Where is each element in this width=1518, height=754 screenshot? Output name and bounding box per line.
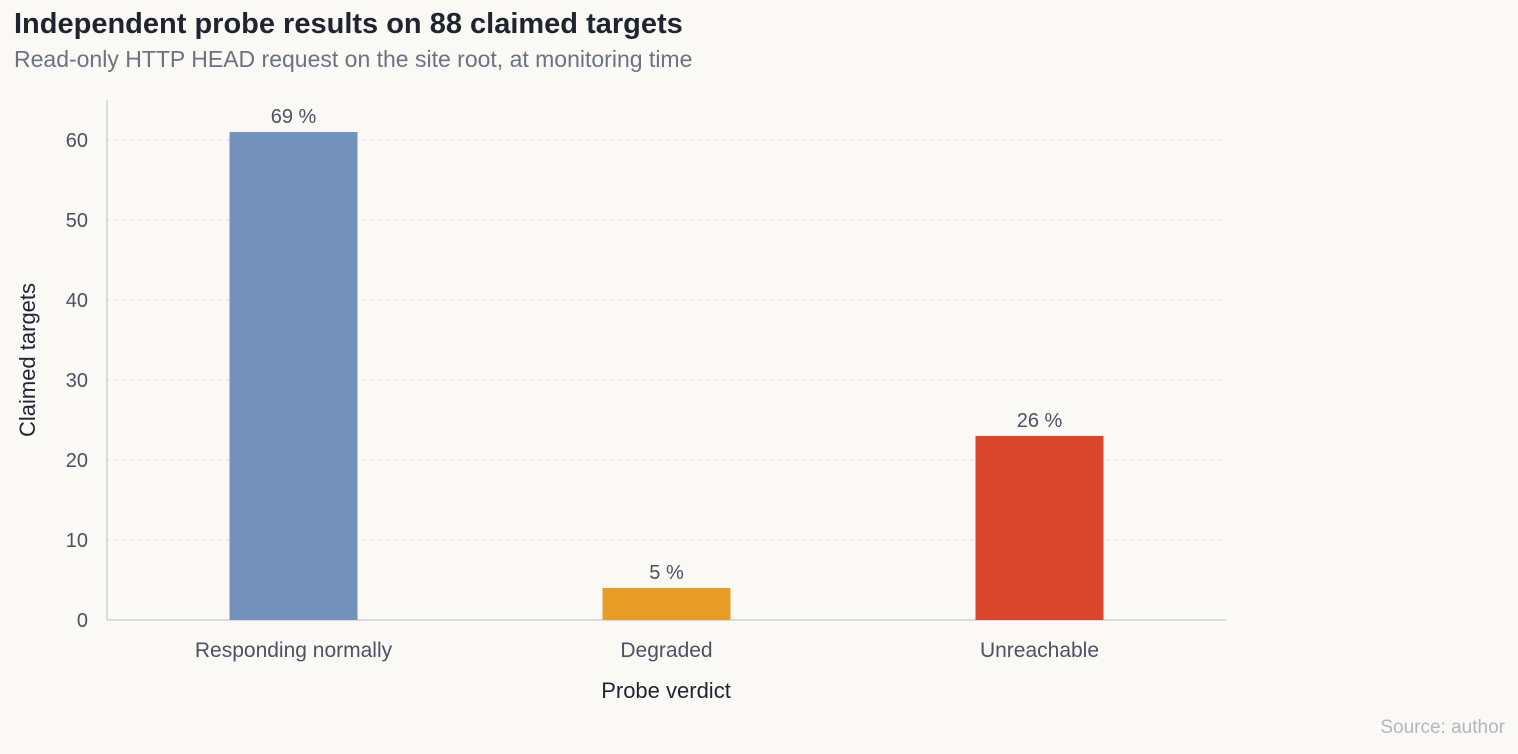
x-axis-title: Probe verdict <box>601 678 731 703</box>
chart-subtitle: Read-only HTTP HEAD request on the site … <box>14 46 693 72</box>
bar <box>975 436 1104 620</box>
bars <box>229 132 1104 620</box>
bar-data-label: 26 % <box>1017 410 1063 432</box>
y-tick-label: 10 <box>66 530 88 552</box>
data-labels: 69 % 5 % 26 % <box>271 106 1063 584</box>
source-note: Source: author <box>1380 717 1505 738</box>
x-tick-label: Unreachable <box>980 639 1099 662</box>
y-tick-label: 0 <box>77 610 88 632</box>
bar <box>229 132 358 620</box>
y-tick-label: 30 <box>66 370 88 392</box>
y-tick-label: 20 <box>66 450 88 472</box>
bar-data-label: 5 % <box>649 562 684 584</box>
bar <box>602 588 731 620</box>
y-tick-label: 60 <box>66 130 88 152</box>
y-axis-title: Claimed targets <box>15 283 40 437</box>
category-labels: Responding normally Degraded Unreachable <box>195 639 1099 662</box>
y-tick-label: 40 <box>66 290 88 312</box>
y-tick-label: 50 <box>66 210 88 232</box>
x-tick-label: Degraded <box>620 639 712 662</box>
chart-title: Independent probe results on 88 claimed … <box>14 8 683 40</box>
bar-data-label: 69 % <box>271 106 317 128</box>
x-tick-label: Responding normally <box>195 639 393 662</box>
y-tick-labels: 0 10 20 30 40 50 60 <box>66 130 88 632</box>
